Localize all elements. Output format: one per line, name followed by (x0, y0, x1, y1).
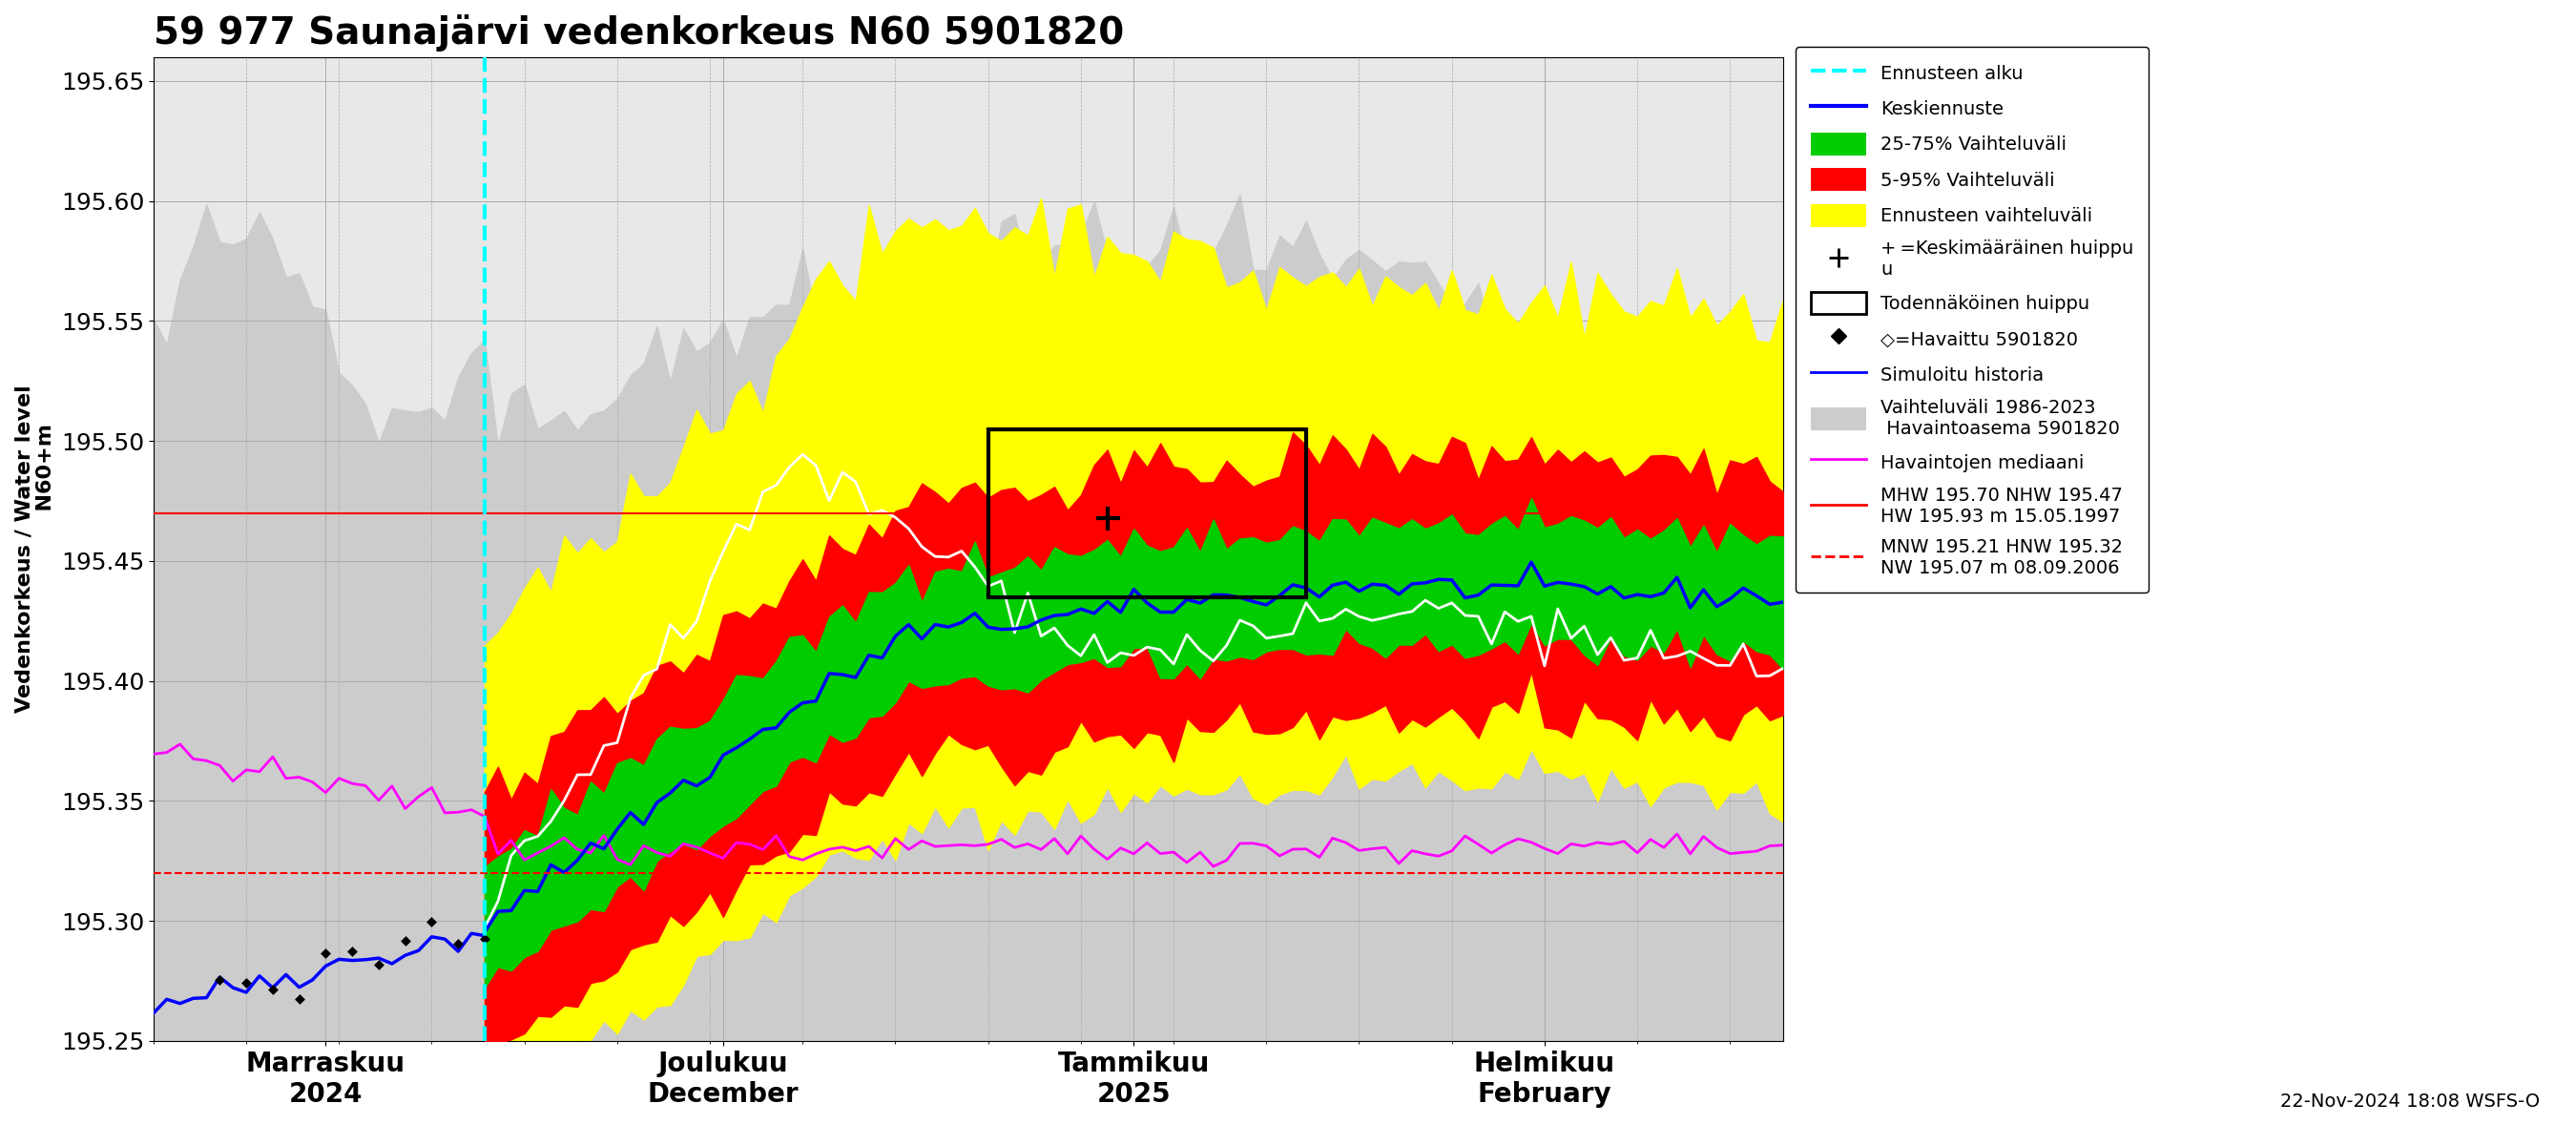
Point (198, 971, 240, 989)
Point (438, 934, 479, 953)
Point (278, 989, 319, 1008)
Point (332, 941, 374, 960)
Point (464, 930, 505, 948)
Point (227, 973, 268, 992)
Point (412, 913, 453, 931)
Text: 59 977 Saunajärvi vedenkorkeus N60 5901820: 59 977 Saunajärvi vedenkorkeus N60 59018… (155, 14, 1123, 52)
Point (384, 931, 425, 949)
Y-axis label: Vedenkorkeus / Water level
                      N60+m: Vedenkorkeus / Water level N60+m (15, 385, 57, 713)
Point (358, 955, 399, 973)
Text: 22-Nov-2024 18:08 WSFS-O: 22-Nov-2024 18:08 WSFS-O (2280, 1092, 2540, 1111)
Legend: Ennusteen alku, Keskiennuste, 25-75% Vaihteluväli, 5-95% Vaihteluväli, Ennusteen: Ennusteen alku, Keskiennuste, 25-75% Vai… (1795, 47, 2148, 592)
Point (252, 980, 294, 998)
Point (304, 943, 345, 962)
